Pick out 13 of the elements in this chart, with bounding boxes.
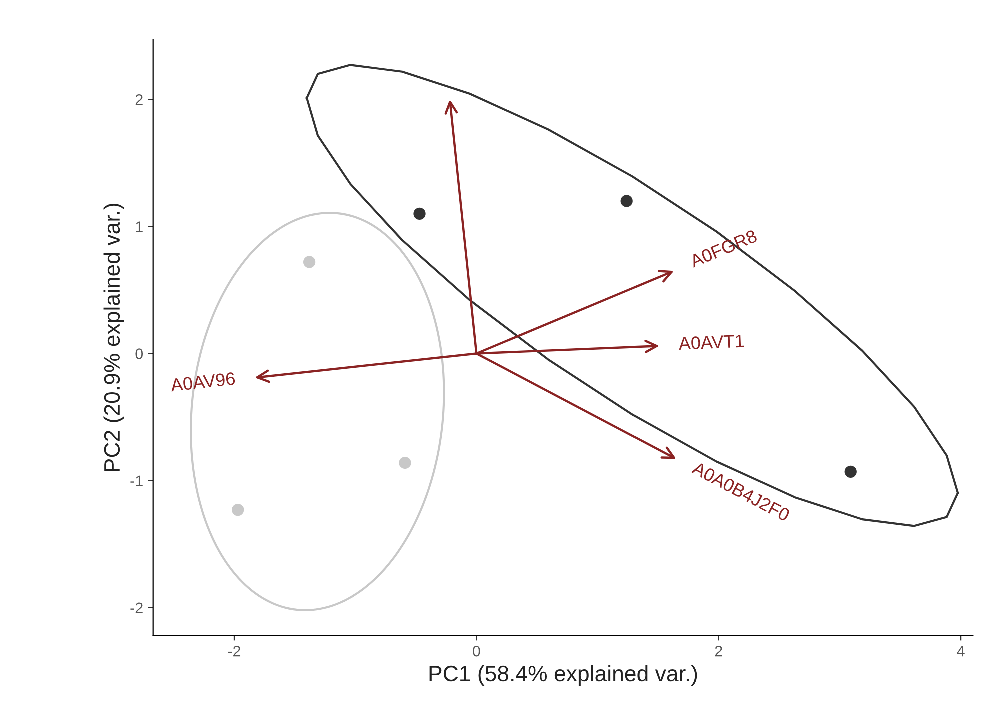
y-tick-label: 0 [136,348,144,360]
x-tick-label: -2 [228,646,241,657]
x-axis-title: PC1 (58.4% explained var.) [430,665,698,686]
x-tick-label: 0 [473,646,480,657]
annotation: A0AV96 [170,372,236,392]
y-tick-label: -1 [130,476,143,486]
y-tick-label: 1 [136,222,143,232]
y-tick-label: -2 [130,602,143,614]
x-tick-label: 4 [957,646,965,657]
y-tick-label: 2 [136,94,143,106]
x-tick-label: 2 [715,646,722,657]
y-axis-title: PC2 (20.9% explained var.) [104,204,124,472]
annotation: A0AVT1 [678,334,744,350]
